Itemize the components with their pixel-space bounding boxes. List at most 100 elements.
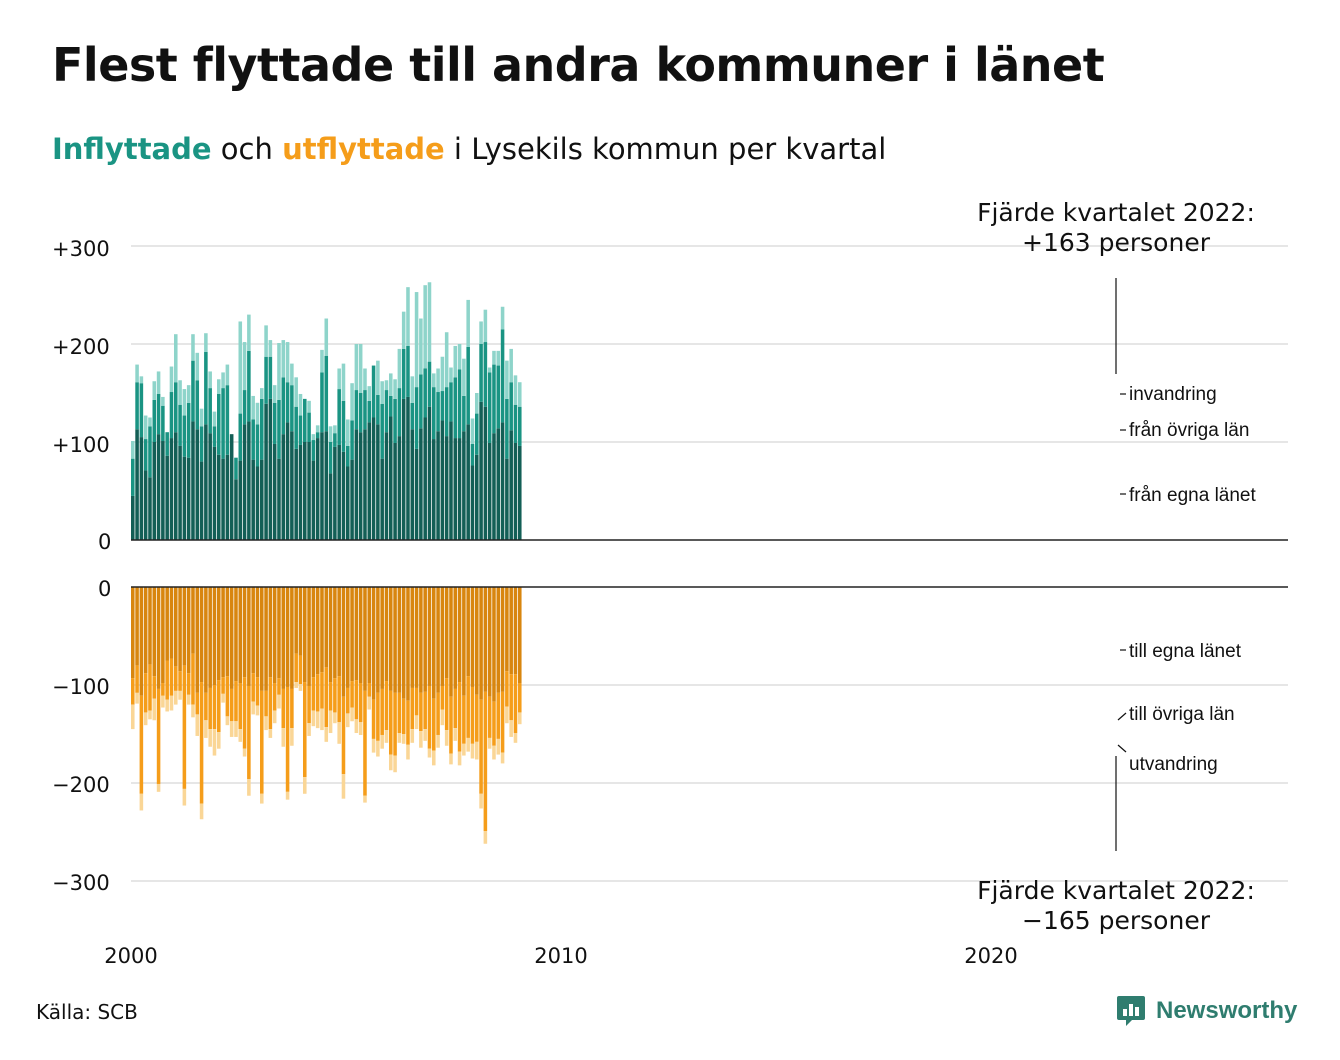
utflytt-bar-egna-34 [277, 587, 281, 679]
inflytt-bar-egna-48 [337, 444, 341, 540]
inflytt-bar-ovriga-1 [135, 382, 139, 430]
inflytt-bar-utland-36 [285, 342, 290, 383]
inflytt-bar-egna-62 [397, 436, 402, 540]
utflytt-bar-ovriga-47 [333, 678, 337, 713]
utflytt-bar-egna-21 [221, 587, 225, 678]
y-tick-top-100: +100 [52, 433, 110, 457]
utflytt-bar-utland-49 [341, 774, 346, 799]
utflytt-bar-utland-35 [281, 728, 286, 747]
utflytt-bar-utland-6 [156, 783, 161, 792]
utflytt-bar-egna-58 [380, 587, 384, 689]
inflytt-bar-utland-37 [290, 363, 294, 386]
newsworthy-logo[interactable]: Newsworthy [1116, 994, 1297, 1028]
inflytt-bar-utland-71 [436, 368, 440, 393]
inflytt-bar-ovriga-70 [432, 387, 436, 440]
inflytt-bar-ovriga-0 [131, 458, 135, 496]
utflytt-bar-ovriga-29 [255, 677, 260, 706]
inflytt-bar-egna-76 [457, 438, 462, 540]
utflytt-bar-egna-74 [449, 587, 453, 697]
inflytt-bar-egna-69 [427, 406, 432, 540]
utflytt-bar-utland-90 [518, 712, 522, 725]
inflytt-bar-egna-90 [518, 445, 522, 540]
inflytt-bar-ovriga-67 [419, 374, 423, 429]
utflytt-bar-egna-66 [414, 587, 419, 688]
inflytt-bar-utland-90 [518, 382, 522, 407]
utflytt-bar-egna-63 [401, 587, 406, 699]
inflytt-bar-egna-17 [204, 424, 208, 540]
inflytt-bar-utland-58 [380, 381, 384, 404]
inflytt-bar-ovriga-37 [290, 385, 294, 432]
utflytt-bar-utland-62 [397, 733, 402, 743]
inflytt-bar-utland-49 [341, 363, 346, 401]
utflytt-bar-egna-82 [483, 587, 488, 692]
inflytt-bar-egna-72 [440, 420, 445, 540]
utflytt-bar-egna-55 [367, 587, 372, 684]
utflytt-bar-egna-49 [341, 587, 346, 697]
utflytt-bar-utland-12 [182, 788, 187, 806]
utflytt-bar-utland-86 [500, 752, 505, 764]
x-tick-2000: 2000 [104, 944, 157, 968]
inflytt-bar-utland-39 [298, 393, 303, 416]
subtitle-rest: i Lysekils kommun per kvartal [444, 132, 887, 166]
utflytt-bar-egna-79 [470, 587, 475, 687]
utflytt-bar-egna-78 [466, 587, 470, 677]
inflytt-bar-egna-71 [436, 431, 440, 540]
inflytt-bar-ovriga-22 [225, 385, 230, 455]
utflytt-bar-ovriga-36 [285, 686, 290, 792]
utflytt-bar-utland-57 [376, 740, 380, 757]
utflytt-bar-ovriga-24 [234, 681, 238, 722]
utflytt-bar-utland-76 [457, 751, 462, 766]
utflytt-bar-utland-63 [401, 734, 406, 744]
inflytt-bar-utland-43 [315, 425, 320, 433]
inflytt-bar-ovriga-46 [328, 442, 333, 474]
inflytt-bar-utland-65 [410, 376, 415, 403]
utflytt-bar-egna-88 [509, 587, 513, 675]
inflytt-bar-egna-80 [475, 454, 479, 540]
inflytt-bar-ovriga-86 [500, 329, 505, 423]
inflytt-bar-egna-47 [333, 446, 337, 540]
inflytt-bar-ovriga-68 [423, 368, 427, 418]
inflytt-bar-utland-48 [337, 368, 341, 390]
inflytt-bar-utland-26 [242, 342, 247, 391]
utflytt-bar-ovriga-0 [131, 678, 135, 705]
utflytt-bar-ovriga-79 [470, 686, 475, 744]
inflytt-bar-egna-11 [178, 445, 182, 540]
legend-fran-egna-lanet: från egna länet [1129, 485, 1256, 506]
utflytt-bar-utland-66 [414, 715, 419, 730]
inflytt-bar-egna-70 [432, 439, 436, 540]
utflytt-bar-ovriga-4 [148, 664, 152, 711]
inflytt-bar-egna-74 [449, 421, 453, 540]
inflytt-bar-ovriga-74 [449, 382, 453, 422]
utflytt-bar-utland-9 [169, 695, 174, 711]
inflytt-bar-egna-84 [492, 433, 496, 540]
inflytt-bar-ovriga-62 [397, 388, 402, 437]
utflytt-bar-ovriga-27 [247, 685, 251, 780]
utflytt-bar-egna-23 [229, 587, 234, 689]
utflytt-bar-utland-69 [427, 748, 432, 758]
utflytt-bar-utland-85 [496, 738, 501, 755]
inflytt-bar-utland-27 [247, 314, 251, 351]
utflytt-bar-ovriga-16 [199, 682, 204, 804]
inflytt-bar-utland-4 [148, 417, 152, 427]
inflytt-bar-ovriga-59 [384, 390, 389, 433]
inflytt-bar-ovriga-10 [174, 382, 178, 433]
inflytt-bar-ovriga-72 [440, 391, 445, 421]
utflytt-bar-utland-26 [242, 748, 247, 757]
inflytt-bar-utland-6 [156, 371, 161, 394]
utflytt-bar-egna-12 [182, 587, 187, 666]
inflytt-bar-egna-29 [255, 466, 260, 540]
utflytt-bar-utland-78 [466, 737, 470, 752]
inflytt-bar-ovriga-44 [320, 372, 324, 433]
inflytt-bar-utland-73 [444, 332, 449, 388]
inflytt-bar-egna-37 [290, 431, 294, 540]
axes [131, 539, 1288, 588]
utflytt-bar-egna-43 [315, 587, 320, 675]
utflytt-bar-utland-18 [208, 729, 212, 747]
utflytt-bar-utland-40 [303, 777, 307, 794]
utflytt-bar-utland-3 [143, 712, 148, 726]
utflytt-bar-utland-73 [444, 730, 449, 746]
inflytt-bar-egna-16 [199, 461, 204, 540]
utflytt-bar-utland-38 [294, 682, 298, 688]
inflytt-bar-egna-13 [186, 457, 191, 540]
inflytt-bar-utland-51 [350, 383, 354, 421]
